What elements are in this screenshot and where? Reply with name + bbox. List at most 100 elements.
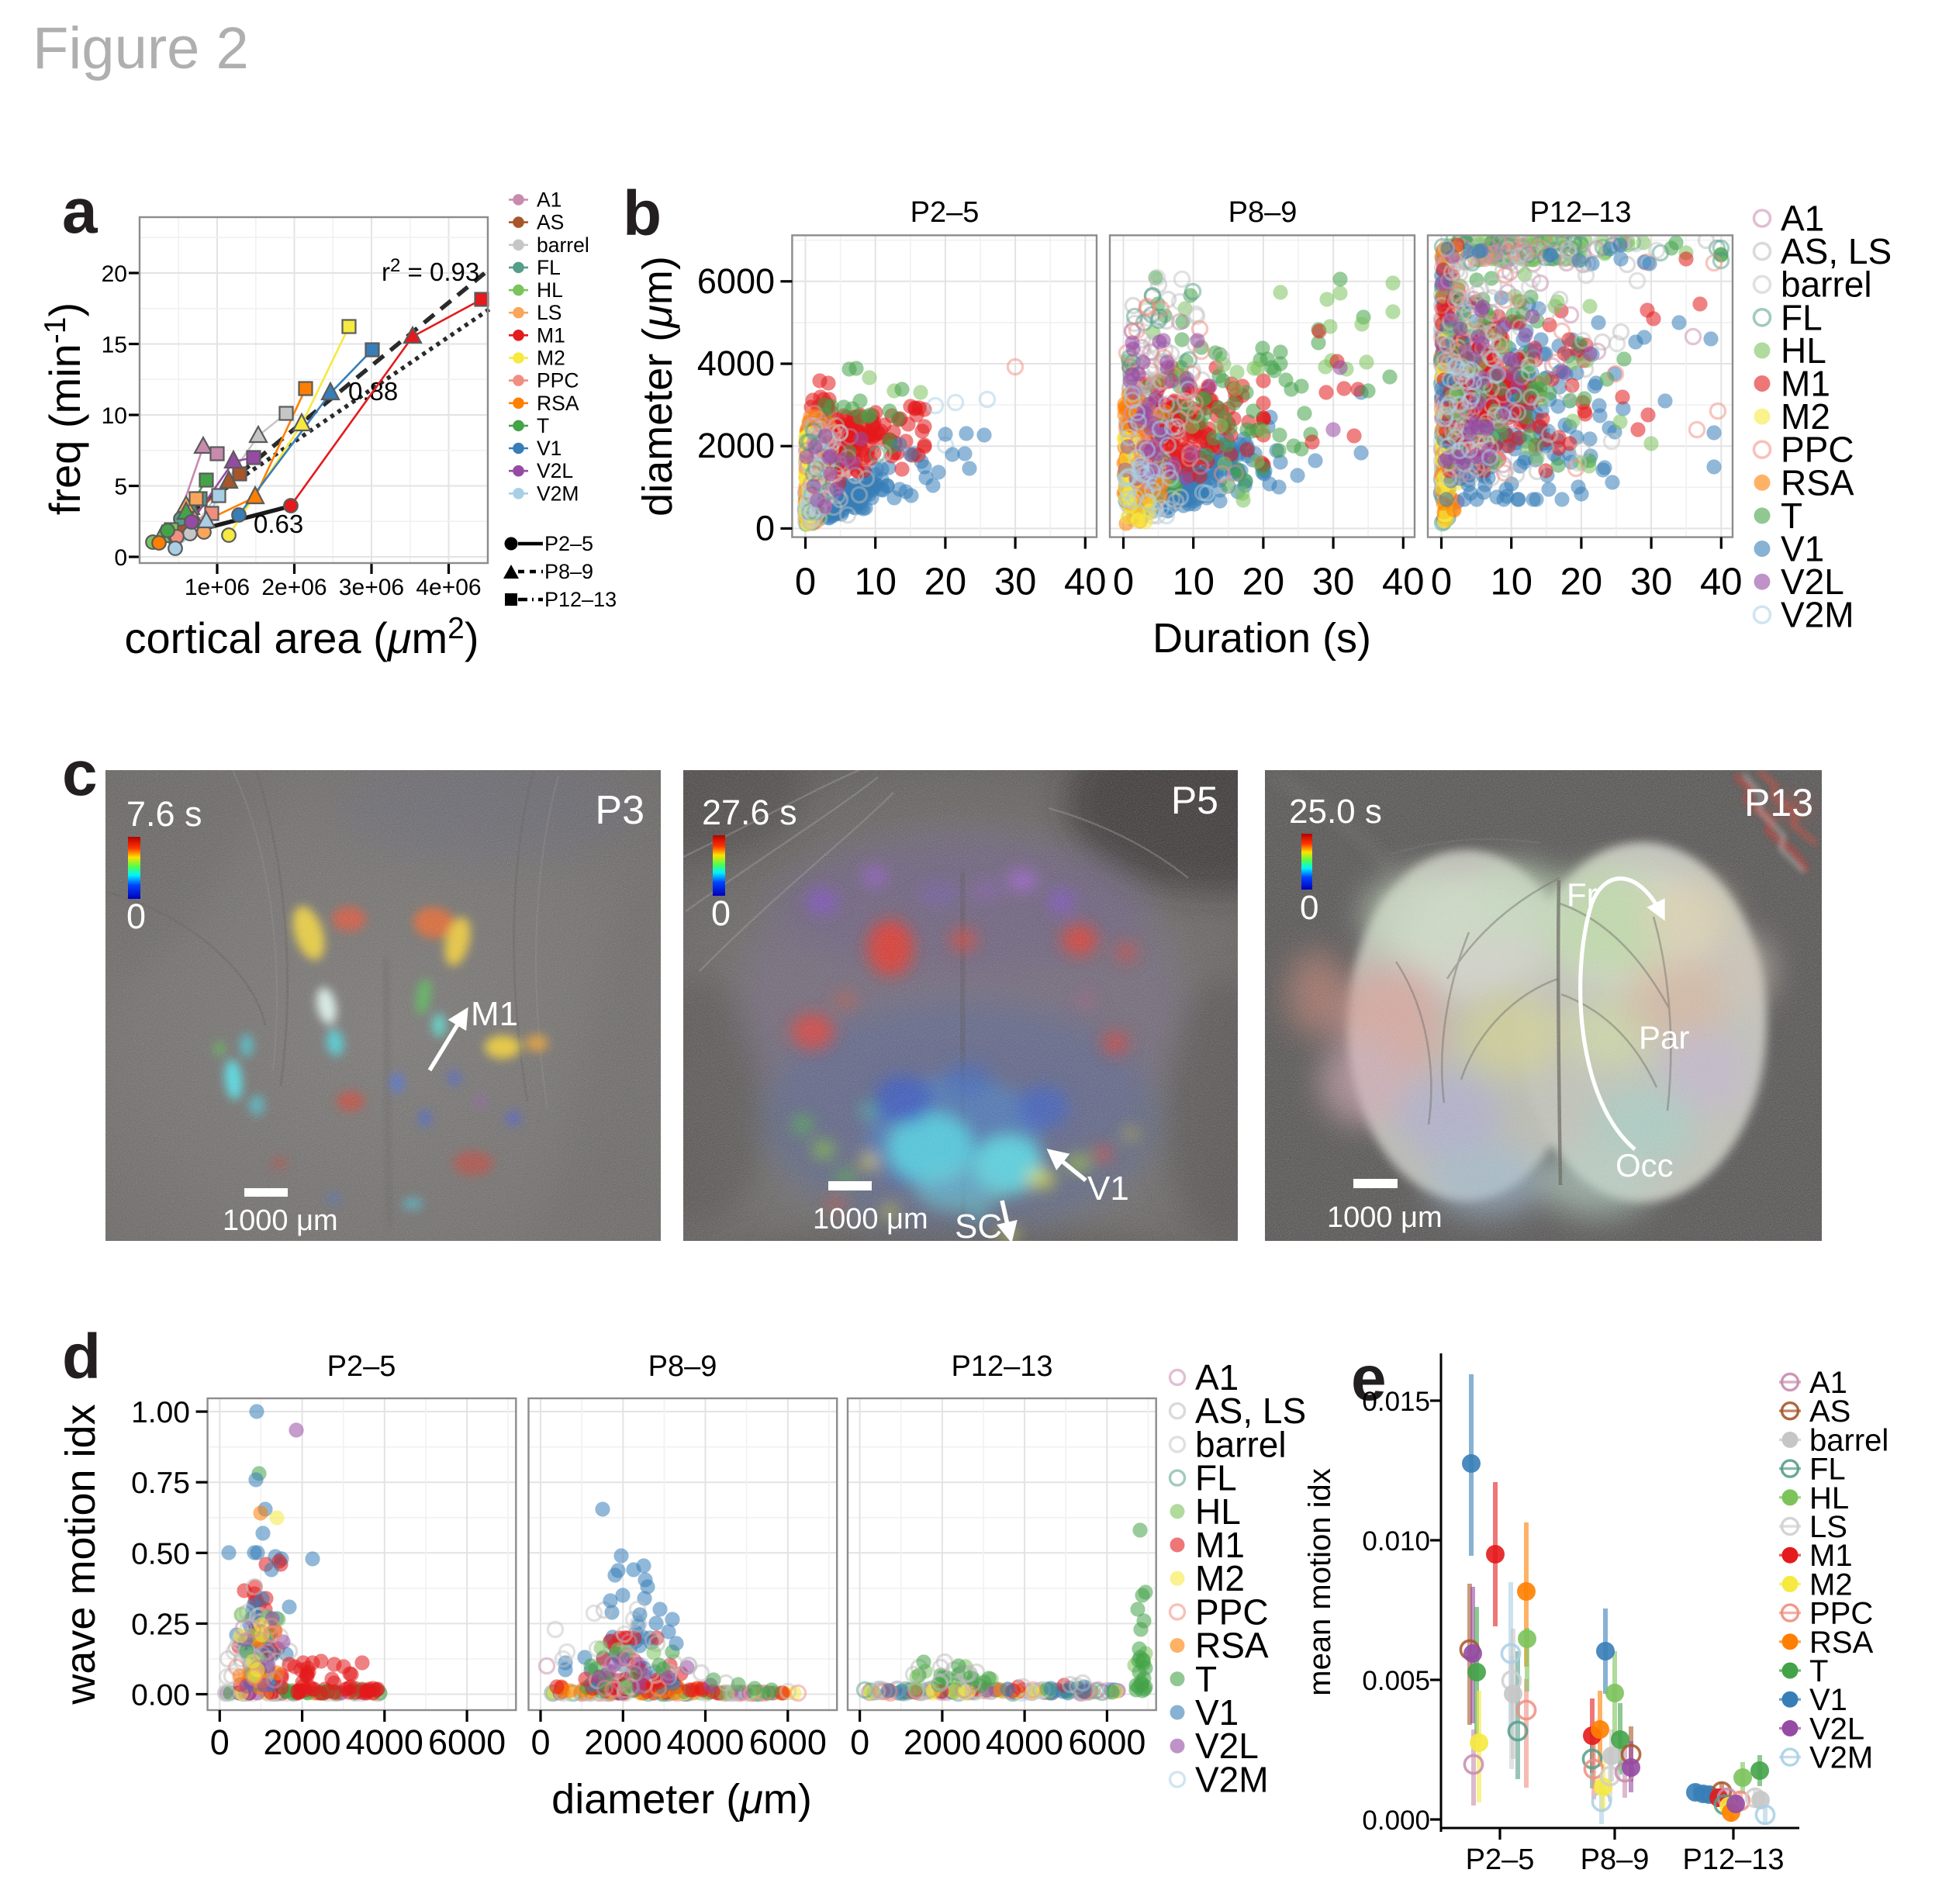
svg-text:0.015: 0.015 — [1362, 1387, 1430, 1417]
svg-text:Occ: Occ — [1615, 1147, 1674, 1184]
svg-text:1.00: 1.00 — [131, 1396, 190, 1429]
svg-text:AS, LS: AS, LS — [1195, 1391, 1306, 1431]
svg-text:10: 10 — [854, 562, 897, 603]
svg-text:barrel: barrel — [1195, 1424, 1287, 1464]
svg-text:PPC: PPC — [1809, 1597, 1873, 1631]
svg-text:LS: LS — [1809, 1510, 1847, 1544]
svg-text:P2–5: P2–5 — [327, 1350, 396, 1383]
svg-text:M1: M1 — [1781, 364, 1830, 404]
svg-text:b: b — [623, 178, 662, 249]
svg-text:6000: 6000 — [697, 261, 775, 301]
svg-text:1000 μm: 1000 μm — [223, 1204, 338, 1237]
svg-text:V2M: V2M — [1809, 1741, 1873, 1775]
svg-text:RSA: RSA — [537, 392, 579, 415]
svg-text:0: 0 — [1113, 562, 1134, 603]
svg-text:0: 0 — [114, 545, 127, 571]
svg-text:V2M: V2M — [1781, 595, 1854, 635]
svg-text:0.000: 0.000 — [1362, 1806, 1430, 1836]
svg-text:0: 0 — [530, 1723, 550, 1762]
svg-text:20: 20 — [1242, 562, 1285, 603]
svg-text:1000 μm: 1000 μm — [813, 1203, 928, 1235]
svg-text:V1: V1 — [1809, 1683, 1847, 1717]
svg-text:4000: 4000 — [697, 344, 775, 383]
svg-text:e: e — [1351, 1343, 1387, 1414]
svg-text:T: T — [1195, 1659, 1217, 1699]
svg-text:cortical area (μm2): cortical area (μm2) — [125, 612, 479, 662]
svg-text:V2L: V2L — [1809, 1712, 1864, 1746]
svg-text:M2: M2 — [537, 347, 565, 370]
svg-text:P2–5: P2–5 — [1466, 1844, 1535, 1876]
svg-text:0: 0 — [1300, 889, 1318, 927]
svg-text:RSA: RSA — [1781, 462, 1854, 503]
svg-text:P2–5: P2–5 — [544, 532, 593, 555]
svg-text:Duration (s): Duration (s) — [1152, 615, 1371, 662]
svg-text:barrel: barrel — [537, 233, 589, 257]
svg-text:0.00: 0.00 — [131, 1679, 190, 1712]
svg-text:HL: HL — [1781, 330, 1826, 371]
svg-text:0.75: 0.75 — [131, 1467, 190, 1500]
svg-text:M1: M1 — [1809, 1539, 1853, 1573]
svg-text:PPC: PPC — [1195, 1591, 1269, 1632]
svg-text:2e+06: 2e+06 — [261, 575, 327, 600]
svg-text:10: 10 — [102, 403, 127, 429]
svg-text:6000: 6000 — [428, 1723, 506, 1762]
svg-text:AS: AS — [1809, 1394, 1850, 1429]
svg-text:HL: HL — [1195, 1491, 1241, 1532]
svg-text:0: 0 — [711, 893, 731, 933]
svg-text:4e+06: 4e+06 — [416, 575, 481, 600]
svg-text:diameter (μm): diameter (μm) — [634, 256, 681, 517]
svg-text:T: T — [537, 414, 549, 437]
svg-text:PPC: PPC — [537, 369, 579, 392]
svg-text:AS: AS — [537, 211, 564, 234]
svg-text:2000: 2000 — [584, 1723, 662, 1762]
svg-text:V1: V1 — [537, 437, 562, 460]
svg-text:Figure 2: Figure 2 — [33, 16, 249, 81]
svg-text:diameter (μm): diameter (μm) — [551, 1776, 812, 1823]
svg-text:10: 10 — [1490, 562, 1533, 603]
svg-text:40: 40 — [1382, 562, 1425, 603]
svg-text:T: T — [1781, 496, 1802, 536]
svg-text:1000 μm: 1000 μm — [1327, 1201, 1443, 1234]
svg-text:FL: FL — [1781, 297, 1823, 337]
svg-text:4000: 4000 — [346, 1723, 423, 1762]
svg-text:27.6 s: 27.6 s — [702, 793, 797, 832]
svg-text:0: 0 — [850, 1723, 869, 1762]
svg-text:P12–13: P12–13 — [1529, 196, 1631, 229]
svg-text:M2: M2 — [1195, 1558, 1245, 1598]
svg-text:V2L: V2L — [1781, 562, 1844, 602]
svg-text:LS: LS — [537, 301, 562, 324]
svg-text:10: 10 — [1172, 562, 1215, 603]
svg-text:5: 5 — [114, 475, 127, 500]
svg-text:0.005: 0.005 — [1362, 1666, 1430, 1696]
svg-text:P13: P13 — [1744, 781, 1813, 824]
svg-text:0.63: 0.63 — [254, 510, 303, 538]
svg-text:RSA: RSA — [1195, 1626, 1269, 1666]
svg-text:2000: 2000 — [904, 1723, 981, 1762]
svg-text:P12–13: P12–13 — [1682, 1844, 1784, 1876]
svg-text:PPC: PPC — [1781, 430, 1854, 470]
svg-text:0: 0 — [755, 508, 775, 548]
svg-text:15: 15 — [102, 333, 127, 358]
svg-text:c: c — [62, 738, 98, 809]
svg-text:FL: FL — [1195, 1458, 1237, 1498]
svg-text:P8–9: P8–9 — [1581, 1844, 1650, 1876]
svg-text:2000: 2000 — [264, 1723, 341, 1762]
svg-text:20: 20 — [102, 261, 127, 287]
svg-text:7.6 s: 7.6 s — [126, 794, 202, 834]
svg-text:V2M: V2M — [1195, 1759, 1269, 1799]
svg-text:d: d — [62, 1322, 101, 1392]
svg-text:V1: V1 — [1195, 1692, 1239, 1733]
svg-text:Fr: Fr — [1567, 876, 1598, 913]
svg-text:20: 20 — [1560, 562, 1603, 603]
svg-text:wave motion idx: wave motion idx — [57, 1404, 104, 1705]
svg-text:0.50: 0.50 — [131, 1537, 190, 1571]
svg-text:P8–9: P8–9 — [544, 560, 593, 583]
svg-text:M1: M1 — [1195, 1525, 1245, 1565]
svg-text:barrel: barrel — [1781, 264, 1872, 305]
svg-text:V2L: V2L — [537, 459, 573, 482]
svg-text:P8–9: P8–9 — [1228, 196, 1298, 229]
svg-text:A1: A1 — [1781, 199, 1824, 239]
svg-text:P12–13: P12–13 — [544, 588, 617, 611]
svg-text:4000: 4000 — [986, 1723, 1063, 1762]
svg-text:Par: Par — [1639, 1019, 1689, 1056]
